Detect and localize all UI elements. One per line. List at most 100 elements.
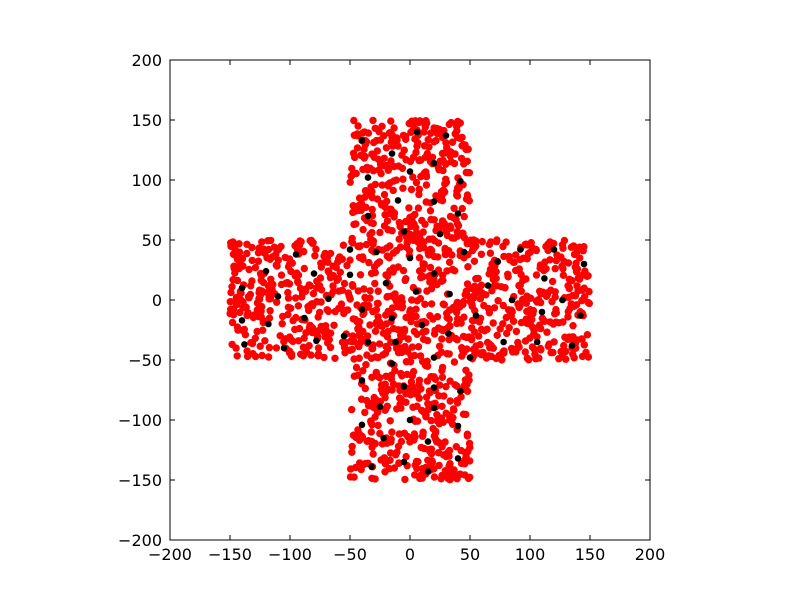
sample-point	[557, 253, 565, 261]
sample-point	[484, 352, 493, 360]
sample-point	[259, 278, 268, 287]
sample-point	[531, 355, 540, 363]
sample-point	[517, 287, 525, 295]
center-point	[388, 150, 396, 157]
sample-point	[446, 152, 454, 160]
sample-point	[368, 443, 376, 451]
sample-point	[323, 306, 331, 314]
sample-point	[313, 284, 321, 292]
sample-point	[359, 253, 367, 261]
sample-point	[529, 306, 538, 315]
sample-point	[532, 245, 540, 254]
sample-point	[406, 391, 415, 399]
sample-point	[371, 279, 379, 288]
sample-point	[409, 403, 417, 411]
sample-point	[261, 249, 269, 257]
sample-point	[305, 342, 313, 350]
sample-point	[486, 249, 495, 257]
sample-point	[415, 380, 423, 389]
sample-point	[393, 405, 401, 413]
sample-point	[575, 243, 584, 251]
sample-point	[354, 287, 362, 295]
sample-point	[273, 298, 281, 306]
sample-point	[329, 262, 337, 270]
sample-point	[356, 459, 364, 467]
sample-point	[306, 301, 314, 310]
sample-point	[233, 352, 241, 360]
center-point	[388, 314, 396, 322]
sample-point	[439, 276, 447, 285]
sample-point	[443, 449, 451, 457]
sample-point	[276, 332, 284, 340]
sample-point	[537, 290, 545, 298]
center-point	[364, 338, 372, 346]
sample-point	[314, 344, 323, 352]
sample-point	[421, 300, 429, 308]
sample-point	[284, 288, 292, 297]
sample-point	[349, 431, 358, 439]
sample-point	[514, 300, 522, 308]
sample-point	[336, 268, 344, 276]
sample-point	[449, 405, 458, 413]
sample-point	[273, 262, 281, 270]
center-point	[541, 275, 548, 282]
sample-point	[244, 293, 253, 301]
sample-point	[373, 299, 382, 308]
sample-point	[519, 254, 527, 262]
sample-point	[369, 307, 377, 316]
sample-point	[519, 276, 527, 285]
sample-point	[341, 349, 349, 357]
sample-point	[386, 417, 394, 425]
sample-point	[483, 338, 492, 347]
center-point	[430, 404, 438, 412]
sample-point	[311, 252, 319, 260]
sample-point	[548, 277, 557, 286]
sample-point	[371, 327, 380, 335]
x-tick-label: 100	[515, 545, 546, 564]
sample-point	[383, 292, 392, 301]
center-point	[457, 387, 464, 395]
sample-point	[378, 440, 387, 448]
sample-point	[376, 228, 384, 237]
sample-point	[420, 142, 429, 150]
sample-point	[367, 354, 376, 362]
sample-point	[417, 273, 425, 282]
sample-point	[543, 291, 551, 299]
sample-point	[512, 327, 521, 336]
sample-point	[228, 283, 236, 291]
sample-point	[265, 343, 274, 352]
sample-point	[243, 311, 251, 320]
center-point	[274, 293, 282, 300]
sample-point	[570, 302, 578, 310]
sample-point	[379, 351, 387, 359]
sample-point	[447, 118, 455, 127]
sample-point	[410, 430, 419, 438]
sample-point	[395, 235, 403, 243]
sample-point	[518, 295, 527, 304]
sample-point	[300, 247, 308, 256]
sample-point	[408, 217, 416, 226]
sample-point	[415, 254, 424, 262]
sample-point	[392, 176, 400, 184]
sample-point	[346, 178, 354, 186]
center-point	[500, 338, 507, 346]
center-point	[358, 137, 366, 144]
sample-point	[459, 410, 468, 418]
sample-point	[521, 348, 529, 356]
sample-point	[513, 344, 521, 352]
center-point	[358, 421, 366, 429]
sample-point	[350, 372, 358, 380]
sample-point	[366, 294, 374, 302]
sample-point	[338, 255, 346, 263]
sample-point	[561, 355, 570, 363]
sample-point	[434, 163, 442, 172]
center-point	[400, 228, 408, 235]
center-point	[364, 174, 372, 181]
sample-point	[399, 184, 407, 192]
sample-point	[549, 239, 558, 248]
x-tick-label: 150	[575, 545, 606, 564]
sample-point	[434, 253, 442, 261]
sample-point	[398, 302, 407, 311]
sample-point	[552, 318, 560, 326]
sample-point	[375, 340, 384, 348]
